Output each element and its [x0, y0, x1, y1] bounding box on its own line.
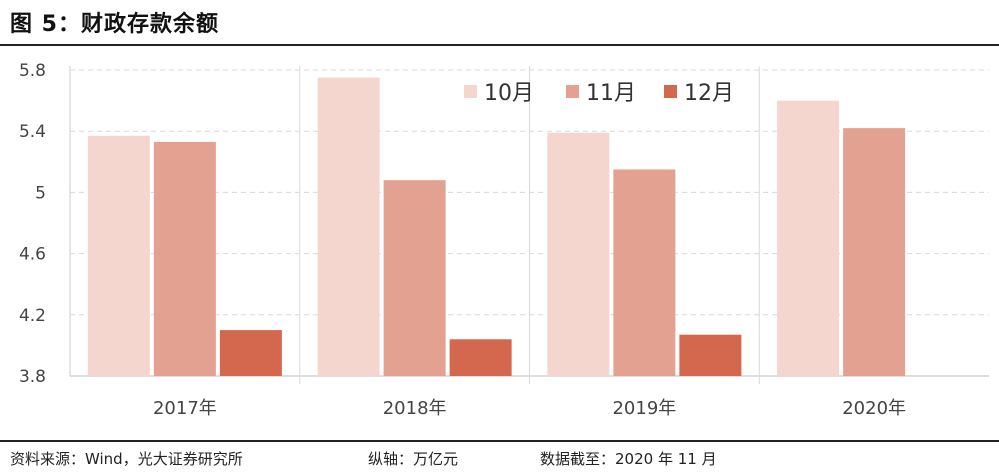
- bar: [449, 339, 512, 376]
- y-tick-label: 4.6: [19, 245, 46, 265]
- cutoff-note: 数据截至：2020 年 11 月: [540, 450, 717, 468]
- bar: [679, 334, 742, 376]
- bar: [317, 77, 380, 377]
- legend-label: 10月: [484, 81, 534, 106]
- legend-swatch: [664, 85, 677, 98]
- x-tick-label: 2017年: [153, 398, 217, 419]
- x-tick-label: 2019年: [612, 398, 676, 419]
- chart-title: 图 5：财政存款余额: [10, 12, 219, 37]
- bar: [547, 132, 610, 376]
- bar: [613, 169, 676, 376]
- y-tick-label: 5: [35, 183, 46, 203]
- bar: [383, 180, 446, 376]
- x-tick-label: 2020年: [842, 398, 906, 419]
- legend-swatch: [464, 85, 477, 98]
- unit-note: 纵轴：万亿元: [368, 450, 459, 468]
- title-divider: [0, 44, 999, 46]
- bar: [219, 330, 282, 376]
- bar: [777, 100, 840, 376]
- y-tick-label: 3.8: [19, 367, 46, 387]
- bar: [87, 135, 150, 376]
- legend-label: 11月: [586, 81, 636, 106]
- x-tick-label: 2018年: [383, 398, 447, 419]
- bar-chart: 3.8 4.2 4.6 5 5.4 5.8 2017年 2018年 2019年 2020年 10月 1…: [19, 61, 989, 419]
- y-tick-label: 5.8: [19, 61, 46, 81]
- legend-label: 12月: [684, 81, 734, 106]
- y-tick-label: 5.4: [19, 122, 46, 142]
- legend-swatch: [566, 85, 579, 98]
- bar: [843, 128, 906, 376]
- y-tick-label: 4.2: [19, 306, 46, 326]
- bar: [153, 141, 216, 376]
- source-note: 资料来源：Wind，光大证券研究所: [10, 450, 243, 468]
- footer-divider: [0, 440, 999, 442]
